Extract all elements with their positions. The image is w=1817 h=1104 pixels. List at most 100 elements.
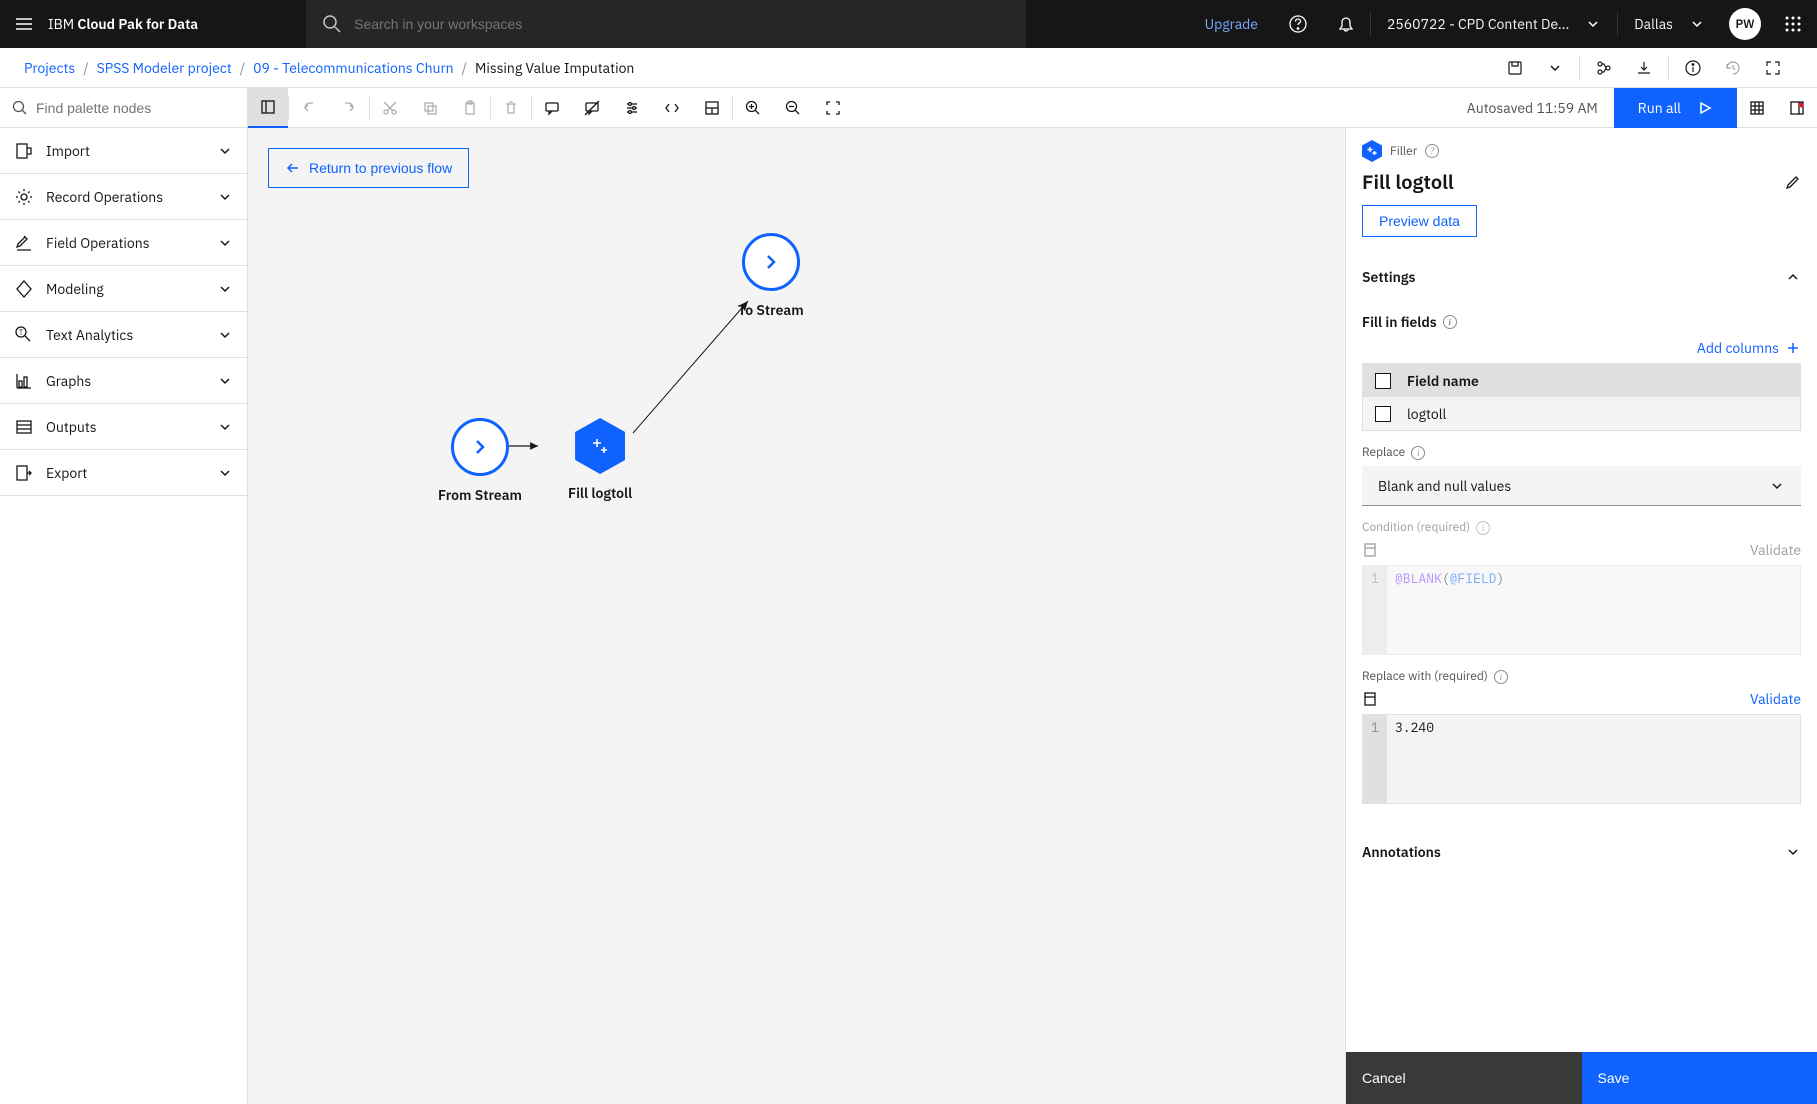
workspace-name: 2560722 - CPD Content De... — [1387, 15, 1569, 33]
node-circle-icon — [742, 233, 800, 291]
chart-icon — [14, 371, 34, 391]
chevron-up-icon — [1785, 269, 1801, 285]
filler-icon — [1362, 140, 1382, 162]
palette-category-export[interactable]: Export — [0, 450, 247, 496]
palette-label: Export — [46, 464, 87, 482]
global-search-input[interactable] — [354, 16, 1010, 32]
apps-icon[interactable] — [1769, 0, 1817, 48]
palette-category-modeling[interactable]: Modeling — [0, 266, 247, 312]
user-avatar[interactable]: PW — [1729, 8, 1761, 40]
palette-category-import[interactable]: Import — [0, 128, 247, 174]
edit-icon[interactable] — [1785, 174, 1801, 190]
no-comment-icon[interactable] — [572, 88, 612, 128]
redo-icon[interactable] — [329, 88, 369, 128]
region-selector[interactable]: Dallas — [1618, 15, 1721, 33]
properties-panel: Filler ? Fill logtoll Preview data Setti… — [1345, 128, 1817, 1104]
breadcrumb-item[interactable]: SPSS Modeler project — [97, 59, 232, 77]
replace-dropdown[interactable]: Blank and null values — [1362, 466, 1801, 506]
code-field: @FIELD — [1450, 570, 1497, 587]
chevron-down-icon — [217, 235, 233, 251]
fit-icon[interactable] — [813, 88, 853, 128]
layout-icon[interactable] — [692, 88, 732, 128]
cancel-button[interactable]: Cancel — [1346, 1052, 1582, 1104]
info-icon[interactable]: i — [1411, 446, 1425, 460]
section-settings[interactable]: Settings — [1362, 253, 1801, 301]
settings-icon[interactable] — [612, 88, 652, 128]
paste-icon[interactable] — [450, 88, 490, 128]
save-button[interactable]: Save — [1582, 1052, 1817, 1104]
zoom-in-icon[interactable] — [733, 88, 773, 128]
table-icon[interactable] — [1737, 88, 1777, 128]
help-icon[interactable] — [1274, 0, 1322, 48]
palette-category-field-ops[interactable]: Field Operations — [0, 220, 247, 266]
delete-icon[interactable] — [491, 88, 531, 128]
calculator-icon[interactable] — [1362, 691, 1378, 707]
node-circle-icon — [451, 418, 509, 476]
chevron-down-icon — [217, 465, 233, 481]
toolbar: Autosaved 11:59 AM Run all — [0, 88, 1817, 128]
palette-category-outputs[interactable]: Outputs — [0, 404, 247, 450]
text-icon: T — [14, 325, 34, 345]
zoom-out-icon[interactable] — [773, 88, 813, 128]
info-icon[interactable]: i — [1443, 315, 1457, 329]
validate-button[interactable]: Validate — [1750, 690, 1801, 708]
preview-data-button[interactable]: Preview data — [1362, 205, 1477, 237]
undo-icon[interactable] — [289, 88, 329, 128]
comment-icon[interactable] — [532, 88, 572, 128]
expand-icon[interactable] — [1753, 48, 1793, 88]
table-row[interactable]: logtoll — [1363, 397, 1800, 430]
chevron-down-icon — [1585, 16, 1601, 32]
palette-category-text-analytics[interactable]: T Text Analytics — [0, 312, 247, 358]
search-icon — [322, 14, 342, 34]
upgrade-link[interactable]: Upgrade — [1189, 15, 1274, 33]
code-fn: @BLANK — [1395, 570, 1442, 587]
panel-type: Filler — [1390, 144, 1417, 159]
menu-icon[interactable] — [0, 0, 48, 48]
select-all-checkbox[interactable] — [1375, 373, 1391, 389]
calculator-icon[interactable] — [1362, 542, 1378, 558]
chevron-down-icon — [217, 143, 233, 159]
node-to-stream[interactable]: To Stream — [738, 233, 804, 319]
export-icon — [14, 463, 34, 483]
notifications-icon[interactable] — [1322, 0, 1370, 48]
autosave-status: Autosaved 11:59 AM — [1451, 99, 1614, 117]
save-icon[interactable] — [1495, 48, 1535, 88]
field-name: logtoll — [1407, 405, 1446, 423]
node-fill-logtoll[interactable]: Fill logtoll — [568, 418, 632, 502]
code-icon[interactable] — [652, 88, 692, 128]
global-search[interactable] — [306, 0, 1026, 48]
workspace-selector[interactable]: 2560722 - CPD Content De... — [1371, 15, 1617, 33]
history-icon[interactable] — [1713, 48, 1753, 88]
return-button[interactable]: Return to previous flow — [268, 148, 469, 188]
breadcrumb-item[interactable]: 09 - Telecommunications Churn — [253, 59, 453, 77]
section-label: Settings — [1362, 268, 1415, 286]
plus-icon — [1785, 340, 1801, 356]
breadcrumb-item[interactable]: Projects — [24, 59, 75, 77]
palette-category-record-ops[interactable]: Record Operations — [0, 174, 247, 220]
copy-icon[interactable] — [410, 88, 450, 128]
condition-editor: 1 @BLANK(@FIELD) — [1362, 565, 1801, 655]
palette-category-graphs[interactable]: Graphs — [0, 358, 247, 404]
palette-search[interactable] — [0, 88, 248, 128]
fork-icon[interactable] — [1584, 48, 1624, 88]
row-checkbox[interactable] — [1375, 406, 1391, 422]
download-icon[interactable] — [1624, 48, 1664, 88]
chevron-down-icon[interactable] — [1535, 48, 1575, 88]
palette-toggle-icon[interactable] — [248, 88, 288, 128]
palette-search-input[interactable] — [36, 100, 235, 116]
brand: IBM Cloud Pak for Data — [48, 15, 206, 33]
cut-icon[interactable] — [370, 88, 410, 128]
info-icon[interactable]: i — [1476, 521, 1490, 535]
run-all-button[interactable]: Run all — [1614, 88, 1737, 128]
node-from-stream[interactable]: From Stream — [438, 418, 522, 504]
add-columns-label: Add columns — [1697, 339, 1779, 357]
add-columns-link[interactable]: Add columns — [1362, 339, 1801, 357]
section-annotations[interactable]: Annotations — [1362, 828, 1801, 876]
info-icon[interactable]: i — [1494, 670, 1508, 684]
flow-canvas[interactable]: Return to previous flow From Stream — [248, 128, 1345, 1104]
help-icon[interactable]: ? — [1425, 144, 1439, 158]
global-header: IBM Cloud Pak for Data Upgrade 2560722 -… — [0, 0, 1817, 48]
replace-with-editor[interactable]: 1 3.240 — [1362, 714, 1801, 804]
info-icon[interactable] — [1673, 48, 1713, 88]
panel-icon[interactable] — [1777, 88, 1817, 128]
